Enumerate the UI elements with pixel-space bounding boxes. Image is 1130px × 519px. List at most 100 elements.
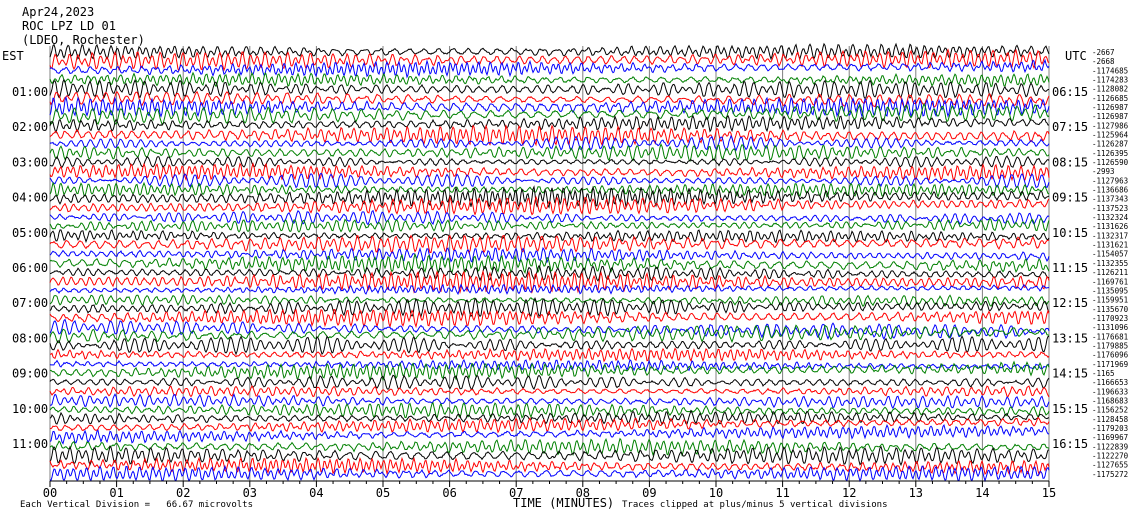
- trace-offset-label: -1137343: [1092, 195, 1128, 204]
- left-hour-label: 10:00: [12, 402, 48, 416]
- trace-34: [49, 347, 1050, 363]
- trace-46: [49, 456, 1050, 476]
- left-hour-label: 07:00: [12, 296, 48, 310]
- left-hour-label: 05:00: [12, 226, 48, 240]
- trace-offset-label: -1127986: [1092, 121, 1129, 130]
- trace-43: [49, 424, 1050, 445]
- x-tick-label: 12: [842, 486, 856, 500]
- left-hour-label: 04:00: [12, 191, 48, 205]
- trace-4: [49, 71, 1050, 88]
- hour-labels: 01:00 02:00 03:00 04:00 05:00 06:00 07:00 08:00…: [12, 85, 1088, 451]
- trace-offset-label: -1154057: [1092, 250, 1128, 259]
- right-timezone-label: UTC: [1065, 49, 1087, 63]
- trace-22: [49, 234, 1050, 255]
- trace-offset-label: -1132324: [1092, 213, 1129, 222]
- left-hour-label: 03:00: [12, 155, 48, 169]
- x-tick-label: 14: [975, 486, 989, 500]
- trace-offset-label: -1131621: [1092, 241, 1128, 250]
- trace-offset-label: -1137523: [1092, 204, 1128, 213]
- right-hour-label: 08:15: [1052, 155, 1088, 169]
- right-hour-label: 14:15: [1052, 367, 1088, 381]
- trace-offset-label: -1176096: [1092, 351, 1129, 360]
- trace-offset-label: -1136686: [1092, 186, 1129, 195]
- trace-31: [49, 318, 1050, 341]
- trace-offset-label: -1128458: [1092, 415, 1129, 424]
- x-tick-label: 02: [176, 486, 190, 500]
- left-timezone-label: EST: [2, 49, 24, 63]
- clip-note: Traces clipped at plus/minus 5 vertical …: [622, 500, 888, 510]
- left-hour-label: 02:00: [12, 120, 48, 134]
- trace-offset-label: -1126395: [1092, 149, 1128, 158]
- trace-25: [49, 264, 1050, 282]
- trace-27: [49, 283, 1050, 296]
- trace-offset-label: -1165: [1092, 369, 1115, 378]
- right-hour-label: 11:15: [1052, 261, 1088, 275]
- trace-offset-label: -1126685: [1092, 94, 1128, 103]
- trace-offset-label: -1132317: [1092, 231, 1128, 240]
- trace-9: [49, 114, 1049, 134]
- x-tick-label: 09: [642, 486, 656, 500]
- trace-offset-label: -1179885: [1092, 341, 1128, 350]
- trace-offset-label: -2667: [1092, 48, 1115, 57]
- trace-offset-label: -1126987: [1092, 112, 1128, 121]
- trace-offset-label: -1170923: [1092, 314, 1128, 323]
- trace-offset-label: -1131096: [1092, 323, 1129, 332]
- x-tick-label: 15: [1042, 486, 1056, 500]
- trace-20: [49, 217, 1050, 233]
- trace-10: [49, 124, 1050, 147]
- x-tick-label: 04: [309, 486, 323, 500]
- trace-33: [49, 334, 1050, 356]
- trace-offset-label: -1125964: [1092, 131, 1129, 140]
- trace-15: [49, 172, 1050, 189]
- left-hour-label: 11:00: [12, 437, 48, 451]
- trace-offset-label: -1126590: [1092, 158, 1129, 167]
- left-hour-label: 09:00: [12, 367, 48, 381]
- right-hour-label: 06:15: [1052, 85, 1088, 99]
- trace-28: [49, 293, 1050, 308]
- trace-16: [49, 181, 1050, 199]
- trace-42: [49, 416, 1050, 434]
- x-axis-title: TIME (MINUTES): [513, 496, 615, 510]
- trace-6: [49, 90, 1050, 109]
- left-hour-label: 08:00: [12, 331, 48, 345]
- right-hour-label: 12:15: [1052, 296, 1088, 310]
- trace-offset-label: -1168683: [1092, 396, 1128, 405]
- trace-offset-label: -1126287: [1092, 140, 1128, 149]
- trace-21: [49, 228, 1050, 244]
- x-tick-label: 06: [442, 486, 456, 500]
- trace-offset-label: -1175272: [1092, 470, 1128, 479]
- trace-44: [49, 437, 1050, 457]
- x-tick-label: 00: [43, 486, 57, 500]
- trace-offset-label: -2993: [1092, 167, 1115, 176]
- trace-1: [49, 42, 1050, 61]
- scale-note: Each Vertical Division = 66.67 microvolt…: [20, 500, 253, 510]
- x-tick-label: 05: [376, 486, 390, 500]
- x-tick-label: 08: [576, 486, 590, 500]
- trace-offset-labels: -2667-2668-1174685-1174283-1128082-11266…: [1092, 48, 1129, 479]
- right-hour-label: 13:15: [1052, 331, 1088, 345]
- trace-offset-label: -1176681: [1092, 332, 1128, 341]
- header-station: ROC LPZ LD 01: [22, 19, 116, 33]
- trace-offset-label: -1126987: [1092, 103, 1128, 112]
- trace-layer: [49, 42, 1050, 483]
- trace-offset-label: -1122839: [1092, 442, 1128, 451]
- trace-19: [49, 209, 1050, 226]
- trace-14: [49, 162, 1050, 182]
- trace-47: [49, 464, 1050, 483]
- left-hour-label: 06:00: [12, 261, 48, 275]
- trace-offset-label: -1166653: [1092, 378, 1128, 387]
- trace-18: [49, 194, 1050, 216]
- trace-32: [49, 324, 1050, 344]
- right-hour-label: 10:15: [1052, 226, 1088, 240]
- x-tick-label: 01: [109, 486, 123, 500]
- trace-24: [49, 252, 1050, 275]
- trace-40: [49, 401, 1050, 420]
- trace-2: [49, 48, 1050, 72]
- trace-offset-label: -2668: [1092, 57, 1115, 66]
- trace-38: [49, 385, 1050, 398]
- trace-offset-label: -1169761: [1092, 277, 1128, 286]
- trace-offset-label: -1156252: [1092, 406, 1128, 415]
- x-tick-label: 11: [775, 486, 789, 500]
- right-hour-label: 16:15: [1052, 437, 1088, 451]
